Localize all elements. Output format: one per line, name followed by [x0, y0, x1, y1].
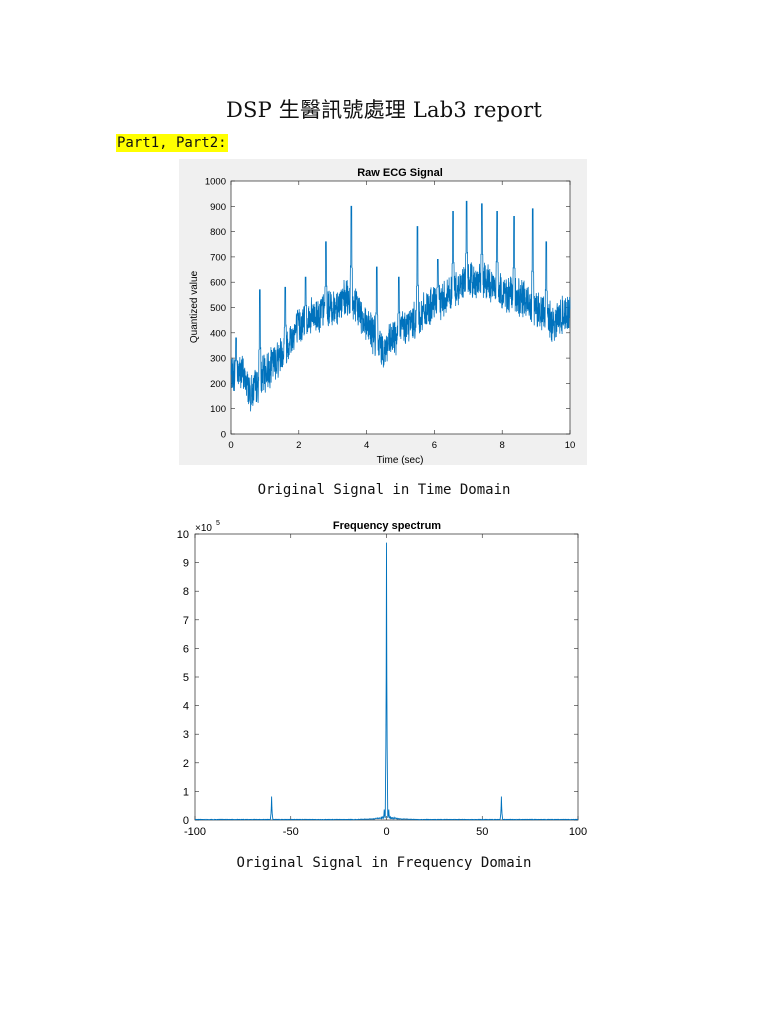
y-tick-label: 700	[210, 252, 226, 263]
frequency-spectrum-chart: 0 1 2 3 4 5 6 7 8 9 10 -100 -50 0 50 100 Frequency spec…	[172, 515, 592, 841]
y-tick-label: 500	[210, 303, 226, 314]
x-tick-label: 0	[228, 440, 233, 451]
figure-caption-time: Original Signal in Time Domain	[257, 482, 511, 498]
y-tick-label: 800	[210, 227, 226, 238]
y-tick-label: 9	[183, 558, 189, 570]
y-tick-label: 900	[210, 202, 226, 213]
x-tick-label: 0	[383, 826, 389, 838]
y-exponent-label: ×10	[195, 523, 212, 534]
ecg-signal-line	[230, 200, 571, 412]
figure-caption-frequency: Original Signal in Frequency Domain	[236, 855, 532, 871]
x-axis-label: Time (sec)	[377, 455, 424, 465]
x-tick-label: 2	[296, 440, 301, 451]
y-tick-label: 1	[183, 786, 189, 798]
x-tick-label: 8	[500, 440, 505, 451]
y-tick-label: 100	[210, 404, 226, 415]
y-tick-label: 2	[183, 758, 189, 770]
y-tick-label: 6	[183, 643, 189, 655]
x-tick-label: -50	[283, 826, 299, 838]
y-tick-label: 5	[183, 672, 189, 684]
y-tick-label: 1000	[205, 177, 226, 188]
y-tick-label: 3	[183, 729, 189, 741]
y-tick-label: 200	[210, 379, 226, 390]
section-label-highlighted: Part1, Part2:	[116, 134, 228, 152]
x-tick-label: 6	[432, 440, 437, 451]
y-exponent-power: 5	[216, 520, 220, 527]
x-tick-label: -100	[184, 826, 206, 838]
y-tick-label: 400	[210, 328, 226, 339]
document-title: DSP 生醫訊號處理 Lab3 report	[225, 98, 543, 122]
y-tick-label: 300	[210, 354, 226, 365]
y-tick-label: 600	[210, 278, 226, 289]
y-axis-label: Quantized value	[189, 270, 200, 343]
spectrum-line	[194, 542, 579, 821]
x-tick-label: 4	[364, 440, 369, 451]
y-tick-label: 7	[183, 615, 189, 627]
frequency-spectrum-figure: 0 1 2 3 4 5 6 7 8 9 10 -100 -50 0 50 100 Frequency spec…	[172, 515, 592, 841]
y-tick-label: 10	[177, 529, 189, 541]
chart-title: Raw ECG Signal	[357, 167, 443, 179]
y-tick-label: 8	[183, 586, 189, 598]
y-tick-label: 0	[221, 430, 226, 441]
x-tick-label: 10	[565, 440, 576, 451]
y-tick-label: 4	[183, 701, 189, 713]
chart-title: Frequency spectrum	[333, 520, 441, 532]
x-tick-label: 100	[569, 826, 587, 838]
x-tick-label: 50	[476, 826, 488, 838]
raw-ecg-figure: 0 100 200 300 400 500 600 700 800 900 1000 0 2 4 6 8 10 …	[179, 159, 587, 465]
y-tick-label: 0	[183, 815, 189, 827]
